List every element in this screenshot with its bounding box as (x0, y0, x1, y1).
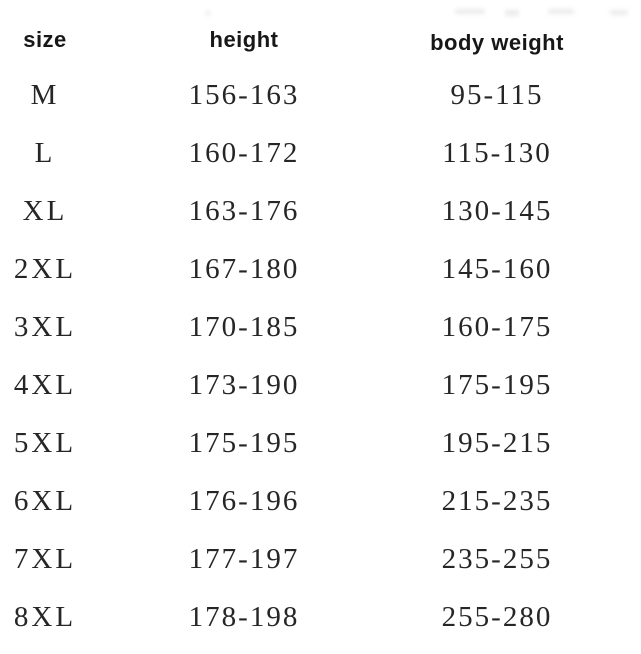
weight-cell: 255-280 (441, 600, 553, 633)
weight-cell: 215-235 (441, 484, 553, 517)
weight-cell: 160-175 (441, 310, 553, 343)
weight-cell: 175-195 (441, 368, 553, 401)
weight-cell: 130-145 (441, 194, 553, 227)
size-cell: XL (22, 194, 68, 227)
size-cell: 7XL (13, 542, 77, 575)
height-cell: 175-195 (188, 426, 300, 459)
size-cell: 8XL (13, 600, 77, 633)
smudge-artifact (205, 11, 211, 15)
height-cell: 176-196 (188, 484, 300, 517)
weight-cell: 115-130 (442, 136, 552, 169)
height-cell: 170-185 (188, 310, 300, 343)
height-cell: 178-198 (188, 600, 300, 633)
weight-cell: 95-115 (450, 78, 544, 111)
smudge-artifact (610, 10, 628, 15)
height-cell: 163-176 (188, 194, 300, 227)
smudge-artifact (548, 9, 574, 14)
size-cell: 3XL (13, 310, 77, 343)
header-body-weight: body weight (430, 30, 564, 55)
size-cell: M (30, 78, 60, 111)
height-cell: 156-163 (188, 78, 300, 111)
size-cell: 4XL (13, 368, 77, 401)
height-cell: 173-190 (188, 368, 300, 401)
header-size: size (23, 27, 67, 52)
size-cell: 5XL (13, 426, 77, 459)
size-cell: 2XL (13, 252, 77, 285)
size-cell: 6XL (13, 484, 77, 517)
size-cell: L (34, 136, 56, 169)
smudge-artifact (455, 9, 485, 14)
weight-cell: 235-255 (441, 542, 553, 575)
header-height: height (209, 27, 279, 52)
smudge-artifact (505, 10, 519, 16)
height-cell: 160-172 (188, 136, 300, 169)
height-cell: 177-197 (188, 542, 300, 575)
height-cell: 167-180 (188, 252, 300, 285)
weight-cell: 195-215 (441, 426, 553, 459)
size-chart-table: size height body weight M 156-163 95-115… (13, 27, 564, 633)
weight-cell: 145-160 (441, 252, 553, 285)
